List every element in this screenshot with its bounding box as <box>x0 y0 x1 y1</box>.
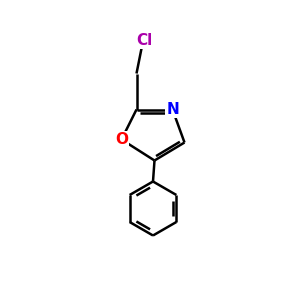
Text: O: O <box>115 132 128 147</box>
Text: Cl: Cl <box>136 33 152 48</box>
Text: N: N <box>166 102 179 117</box>
